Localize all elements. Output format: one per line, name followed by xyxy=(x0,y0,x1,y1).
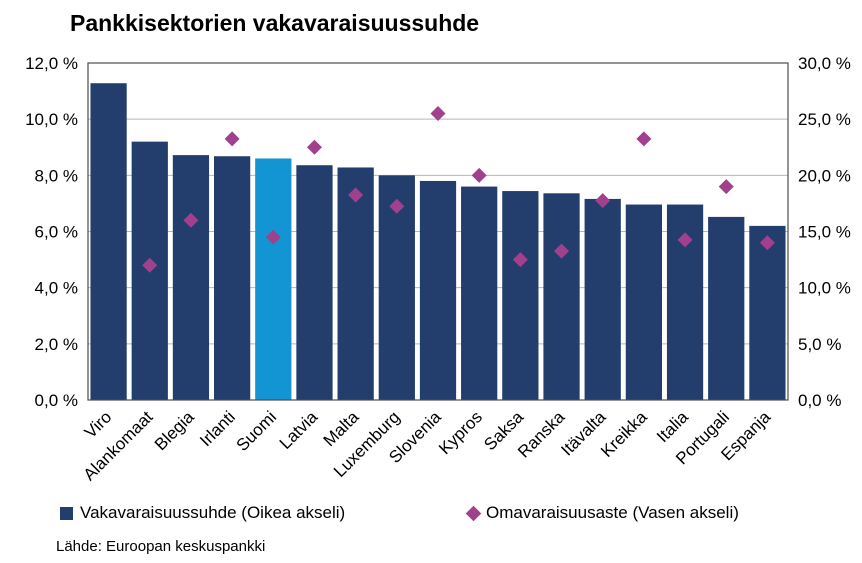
left-axis-tick: 4,0 % xyxy=(35,279,78,298)
source-note: Lähde: Euroopan keskuspankki xyxy=(56,538,266,555)
diamond-ranska xyxy=(554,243,570,259)
category-label-kypros: Kypros xyxy=(435,407,486,458)
legend-item-bars: Vakavaraisuussuhde (Oikea akseli) xyxy=(60,503,345,523)
category-label-latvia: Latvia xyxy=(276,407,322,453)
bar-viro xyxy=(90,83,127,400)
bar-portugali xyxy=(708,216,745,400)
bar-malta xyxy=(337,167,374,400)
bar-ranska xyxy=(543,193,580,400)
category-label-ranska: Ranska xyxy=(514,407,569,462)
left-axis-tick: 12,0 % xyxy=(25,54,78,73)
diamond-blegia xyxy=(183,212,199,228)
legend: Vakavaraisuussuhde (Oikea akseli) Omavar… xyxy=(0,503,862,527)
plot-border xyxy=(87,62,789,401)
diamond-series-swatch-icon xyxy=(465,505,482,521)
right-axis-tick: 20,0 % xyxy=(798,166,851,185)
plot-area: 0,0 % 2,0 % 4,0 % 6,0 % 8,0 % 10,0 % 12,0 % 0,0… xyxy=(25,54,851,484)
diamond-alankomaat xyxy=(142,257,158,273)
bar-latvia xyxy=(296,165,333,400)
legend-bars-label: Vakavaraisuussuhde (Oikea akseli) xyxy=(80,503,346,522)
bar-espanja xyxy=(749,225,786,400)
bar-irlanti xyxy=(214,156,251,400)
chart-title: Pankkisektorien vakavaraisuussuhde xyxy=(70,10,480,36)
category-label-kreikka: Kreikka xyxy=(597,407,651,461)
left-axis-tick: 10,0 % xyxy=(25,110,78,129)
bar-suomi xyxy=(255,158,292,400)
diamond-latvia xyxy=(306,139,322,155)
legend-diamonds-label: Omavaraisuusaste (Vasen akseli) xyxy=(486,503,739,522)
bar-slovenia xyxy=(419,180,457,400)
bar-kypros xyxy=(461,186,498,400)
diamond-kreikka xyxy=(636,131,652,147)
right-axis-tick: 25,0 % xyxy=(798,110,851,129)
diamond-saksa xyxy=(512,252,528,268)
left-axis-tick: 6,0 % xyxy=(35,223,78,242)
category-label-viro: Viro xyxy=(81,407,116,442)
diamond-suomi xyxy=(265,229,281,245)
bar-itävalta xyxy=(584,198,621,400)
diamond-espanja xyxy=(759,235,775,251)
diamond-itävalta xyxy=(595,193,611,209)
bar-saksa xyxy=(502,191,539,400)
diamond-malta xyxy=(348,187,364,203)
left-axis-tick: 0,0 % xyxy=(35,391,78,410)
diamond-slovenia xyxy=(430,106,446,122)
chart-svg: 0,0 % 2,0 % 4,0 % 6,0 % 8,0 % 10,0 % 12,0 % 0,0… xyxy=(25,54,851,484)
right-axis-tick: 0,0 % xyxy=(798,391,841,410)
right-axis-tick: 15,0 % xyxy=(798,223,851,242)
diamond-luxemburg xyxy=(389,198,405,214)
bar-blegia xyxy=(172,155,210,400)
bar-kreikka xyxy=(625,204,662,400)
diamond-irlanti xyxy=(224,131,240,147)
category-label-irlanti: Irlanti xyxy=(196,407,239,450)
left-axis-tick: 2,0 % xyxy=(35,335,78,354)
diamond-kypros xyxy=(471,167,487,183)
right-axis-tick: 5,0 % xyxy=(798,335,841,354)
category-label-suomi: Suomi xyxy=(233,407,281,455)
diamond-portugali xyxy=(718,179,734,195)
right-axis-tick: 30,0 % xyxy=(798,54,851,73)
legend-item-diamonds: Omavaraisuusaste (Vasen akseli) xyxy=(465,503,739,523)
category-label-blegia: Blegia xyxy=(151,407,198,454)
left-axis-tick: 8,0 % xyxy=(35,166,78,185)
bar-series-swatch-icon xyxy=(60,506,73,520)
diamond-italia xyxy=(677,232,693,248)
right-axis-tick: 10,0 % xyxy=(798,279,851,298)
